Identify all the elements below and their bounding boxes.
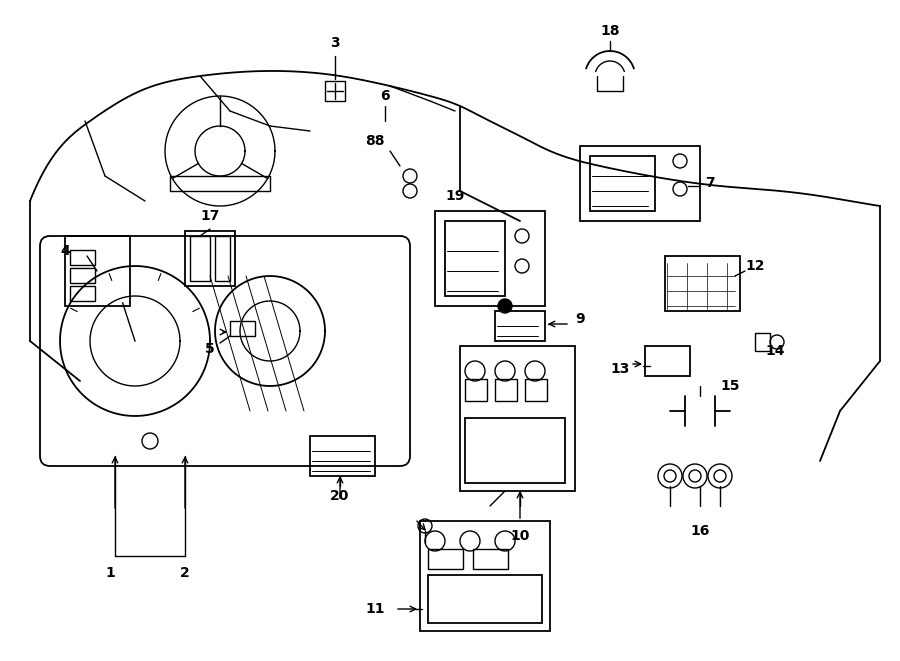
Bar	[465, 379, 487, 401]
Bar	[645, 346, 690, 376]
Text: 7: 7	[706, 176, 715, 190]
Text: 18: 18	[600, 24, 620, 38]
Bar	[428, 575, 542, 623]
Text: 5: 5	[205, 342, 215, 356]
Bar	[70, 250, 95, 265]
Text: 15: 15	[720, 379, 740, 393]
Text: 10: 10	[510, 529, 530, 543]
Text: 1: 1	[105, 566, 115, 580]
Bar	[230, 321, 255, 336]
Text: 19: 19	[446, 189, 464, 203]
Text: 6: 6	[380, 89, 390, 103]
Bar	[495, 379, 517, 401]
Text: 3: 3	[330, 36, 340, 50]
Bar	[190, 236, 210, 281]
Text: 13: 13	[610, 362, 630, 376]
Bar	[580, 146, 700, 221]
Bar	[665, 256, 740, 311]
Bar	[435, 211, 545, 306]
Bar	[465, 418, 565, 483]
Circle shape	[498, 299, 512, 313]
Bar	[590, 156, 655, 211]
Bar	[420, 521, 550, 631]
Text: 14: 14	[765, 344, 785, 358]
Bar	[460, 346, 575, 491]
Text: 20: 20	[330, 489, 350, 503]
Text: 12: 12	[745, 259, 765, 273]
Bar	[185, 231, 235, 286]
Bar	[755, 333, 770, 351]
Text: 17: 17	[201, 209, 220, 223]
Bar	[428, 549, 463, 569]
Bar	[495, 311, 545, 341]
Text: 4: 4	[60, 244, 70, 258]
Bar	[473, 549, 508, 569]
Bar	[70, 286, 95, 301]
Text: 11: 11	[365, 602, 385, 616]
Text: 88: 88	[365, 134, 385, 148]
Bar	[325, 81, 345, 101]
Bar	[445, 221, 505, 296]
Bar	[70, 268, 95, 283]
Bar	[65, 236, 130, 306]
Text: 16: 16	[690, 524, 710, 538]
Bar	[310, 436, 375, 476]
Text: 9: 9	[575, 312, 585, 326]
Text: 2: 2	[180, 566, 190, 580]
Bar	[215, 236, 230, 281]
Bar	[525, 379, 547, 401]
